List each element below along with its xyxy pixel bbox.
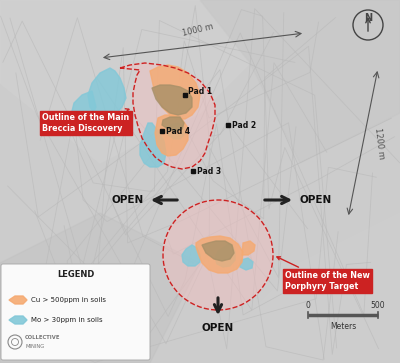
Polygon shape (182, 245, 200, 266)
Text: OPEN: OPEN (300, 195, 332, 205)
Polygon shape (242, 241, 255, 255)
Text: 1000 m: 1000 m (182, 22, 214, 38)
Polygon shape (202, 241, 234, 261)
Polygon shape (250, 213, 400, 363)
Polygon shape (9, 296, 27, 304)
Text: Meters: Meters (330, 322, 356, 331)
Circle shape (163, 200, 273, 310)
Polygon shape (120, 63, 215, 169)
Polygon shape (155, 115, 188, 156)
Polygon shape (240, 258, 253, 270)
Text: Pad 2: Pad 2 (232, 121, 256, 130)
Polygon shape (196, 236, 243, 273)
Text: Outline of the New
Porphyry Target: Outline of the New Porphyry Target (277, 257, 370, 291)
Text: Pad 4: Pad 4 (166, 126, 190, 135)
Polygon shape (0, 213, 200, 363)
Text: Mo > 30ppm in soils: Mo > 30ppm in soils (31, 317, 103, 323)
Polygon shape (152, 85, 192, 115)
Text: Outline of the Main
Breccia Discovery: Outline of the Main Breccia Discovery (42, 109, 129, 133)
Text: OPEN: OPEN (202, 323, 234, 333)
Polygon shape (150, 65, 200, 119)
Text: LEGEND: LEGEND (57, 270, 94, 279)
Text: N: N (364, 13, 372, 23)
Polygon shape (215, 243, 235, 267)
Text: 500: 500 (371, 301, 385, 310)
Polygon shape (166, 123, 184, 139)
Text: OPEN: OPEN (112, 195, 144, 205)
Polygon shape (88, 68, 126, 118)
FancyBboxPatch shape (1, 264, 150, 360)
Polygon shape (200, 0, 400, 163)
Text: 0: 0 (306, 301, 310, 310)
Text: COLLECTIVE: COLLECTIVE (25, 335, 60, 340)
Text: Pad 3: Pad 3 (197, 167, 221, 175)
Polygon shape (9, 316, 27, 324)
Text: Pad 1: Pad 1 (188, 87, 212, 97)
Text: Cu > 500ppm in soils: Cu > 500ppm in soils (31, 297, 106, 303)
Text: 1200 m: 1200 m (373, 127, 386, 159)
Text: MINING: MINING (25, 344, 44, 349)
Polygon shape (72, 91, 96, 119)
Polygon shape (0, 0, 250, 163)
Polygon shape (162, 117, 184, 131)
Polygon shape (140, 123, 166, 167)
